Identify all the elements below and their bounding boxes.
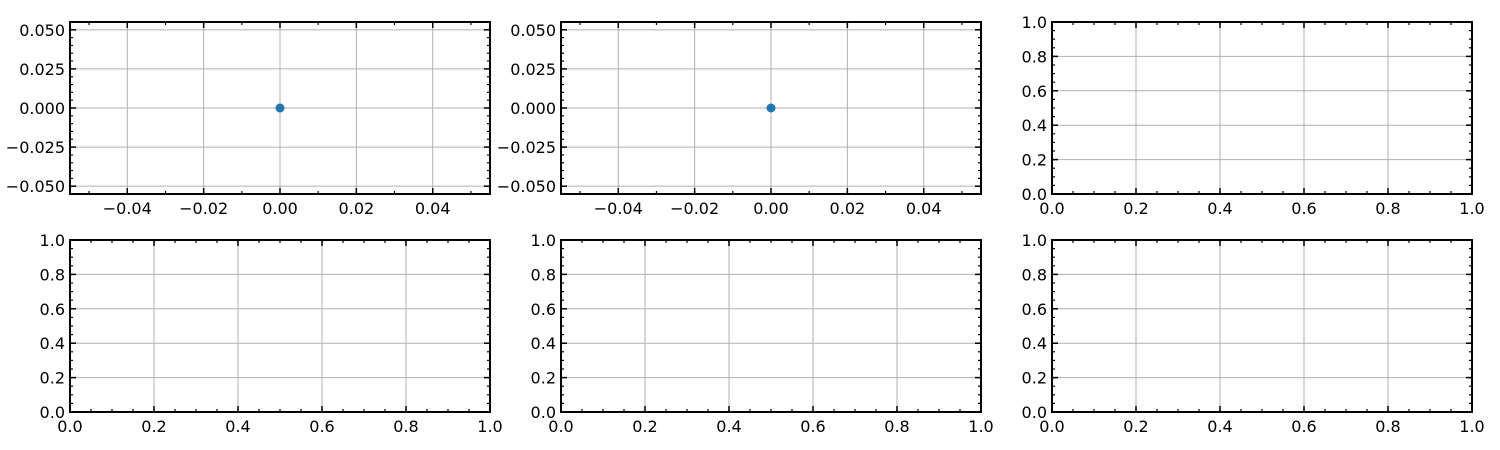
x-tick-label: 0.00 (262, 199, 298, 218)
x-tick-label: 0.02 (339, 199, 375, 218)
x-tick-label: 0.6 (309, 417, 334, 436)
x-tick-label: 0.6 (1291, 199, 1316, 218)
axes-frame (1051, 239, 1473, 413)
x-tick-label: 0.4 (1207, 199, 1232, 218)
y-tick-label: 0.050 (510, 21, 556, 40)
axes-frame (69, 239, 491, 413)
y-tick-label: 0.2 (1022, 369, 1047, 388)
subplot-5: 0.0 0.2 0.4 0.6 0.8 1.0 0.0 0.2 0.4 0.6 0.8 1.0 (531, 231, 994, 436)
data-point (275, 103, 285, 113)
y-tick-label: 1.0 (40, 231, 65, 250)
x-tick-label: 0.8 (393, 417, 418, 436)
subplot-1: −0.04 −0.02 0.00 0.02 0.04 −0.050 −0.025 0.000 0… (6, 21, 491, 218)
y-tick-label: 0.0 (1022, 403, 1047, 422)
y-tick-label: 0.0 (40, 403, 65, 422)
x-tick-label: 1.0 (1459, 417, 1484, 436)
y-tick-label: −0.025 (497, 138, 556, 157)
x-tick-label: 0.00 (753, 199, 789, 218)
y-tick-label: 1.0 (1022, 231, 1047, 250)
axes-frame (1051, 21, 1473, 195)
x-tick-label: 0.8 (1375, 199, 1400, 218)
y-tick-label: −0.025 (6, 138, 65, 157)
x-tick-label: 0.02 (830, 199, 866, 218)
y-tick-label: 0.8 (531, 265, 556, 284)
y-tick-label: 0.6 (531, 300, 556, 319)
y-tick-label: 0.4 (1022, 116, 1047, 135)
x-tick-label: 0.2 (632, 417, 657, 436)
axes-frame (560, 21, 982, 195)
y-tick-label: −0.050 (6, 177, 65, 196)
y-tick-label: 0.2 (40, 369, 65, 388)
x-tick-label: 0.0 (57, 417, 82, 436)
x-tick-label: 0.2 (1123, 417, 1148, 436)
y-tick-label: 0.8 (1022, 47, 1047, 66)
y-tick-label: 0.6 (1022, 300, 1047, 319)
y-tick-label: 0.8 (40, 265, 65, 284)
x-tick-label: 0.4 (1207, 417, 1232, 436)
x-tick-label: 1.0 (968, 417, 993, 436)
y-tick-label: −0.050 (497, 177, 556, 196)
x-tick-label: −0.04 (594, 199, 643, 218)
y-tick-label: 0.4 (40, 334, 65, 353)
x-tick-label: −0.04 (103, 199, 152, 218)
subplot-6: 0.0 0.2 0.4 0.6 0.8 1.0 0.0 0.2 0.4 0.6 0.8 1.0 (1022, 231, 1485, 436)
y-tick-label: 0.4 (1022, 334, 1047, 353)
y-tick-label: 0.6 (40, 300, 65, 319)
x-tick-label: 0.04 (906, 199, 942, 218)
subplot-4: 0.0 0.2 0.4 0.6 0.8 1.0 0.0 0.2 0.4 0.6 0.8 1.0 (40, 231, 503, 436)
x-tick-label: 0.6 (800, 417, 825, 436)
x-tick-label: 1.0 (477, 417, 502, 436)
y-tick-label: 0.2 (531, 369, 556, 388)
x-tick-label: −0.02 (179, 199, 228, 218)
x-tick-label: 0.0 (548, 417, 573, 436)
y-tick-label: 0.025 (510, 60, 556, 79)
y-tick-label: 0.6 (1022, 82, 1047, 101)
axes-frame (69, 21, 491, 195)
y-tick-label: 1.0 (1022, 13, 1047, 32)
x-tick-label: 0.2 (141, 417, 166, 436)
x-tick-label: 0.0 (1039, 417, 1064, 436)
y-tick-label: 0.000 (510, 99, 556, 118)
x-tick-label: 0.4 (225, 417, 250, 436)
y-tick-label: 0.8 (1022, 265, 1047, 284)
y-tick-label: 0.025 (19, 60, 65, 79)
y-tick-label: 0.0 (1022, 185, 1047, 204)
x-tick-label: 0.8 (884, 417, 909, 436)
x-tick-label: 1.0 (1459, 199, 1484, 218)
subplot-2: −0.04 −0.02 0.00 0.02 0.04 −0.050 −0.025 0.000 0… (497, 21, 982, 218)
y-tick-label: 0.2 (1022, 151, 1047, 170)
x-tick-label: 0.4 (716, 417, 741, 436)
y-tick-label: 0.4 (531, 334, 556, 353)
x-tick-label: 0.8 (1375, 417, 1400, 436)
x-tick-label: 0.0 (1039, 199, 1064, 218)
subplot-3: 0.0 0.2 0.4 0.6 0.8 1.0 0.0 0.2 0.4 0.6 0.8 1.0 (1022, 13, 1485, 218)
x-tick-label: 0.04 (415, 199, 451, 218)
x-tick-label: 0.6 (1291, 417, 1316, 436)
y-tick-label: 0.050 (19, 21, 65, 40)
y-tick-label: 1.0 (531, 231, 556, 250)
x-tick-label: −0.02 (670, 199, 719, 218)
y-tick-label: 0.000 (19, 99, 65, 118)
data-point (766, 103, 776, 113)
x-tick-label: 0.2 (1123, 199, 1148, 218)
axes-frame (560, 239, 982, 413)
y-tick-label: 0.0 (531, 403, 556, 422)
